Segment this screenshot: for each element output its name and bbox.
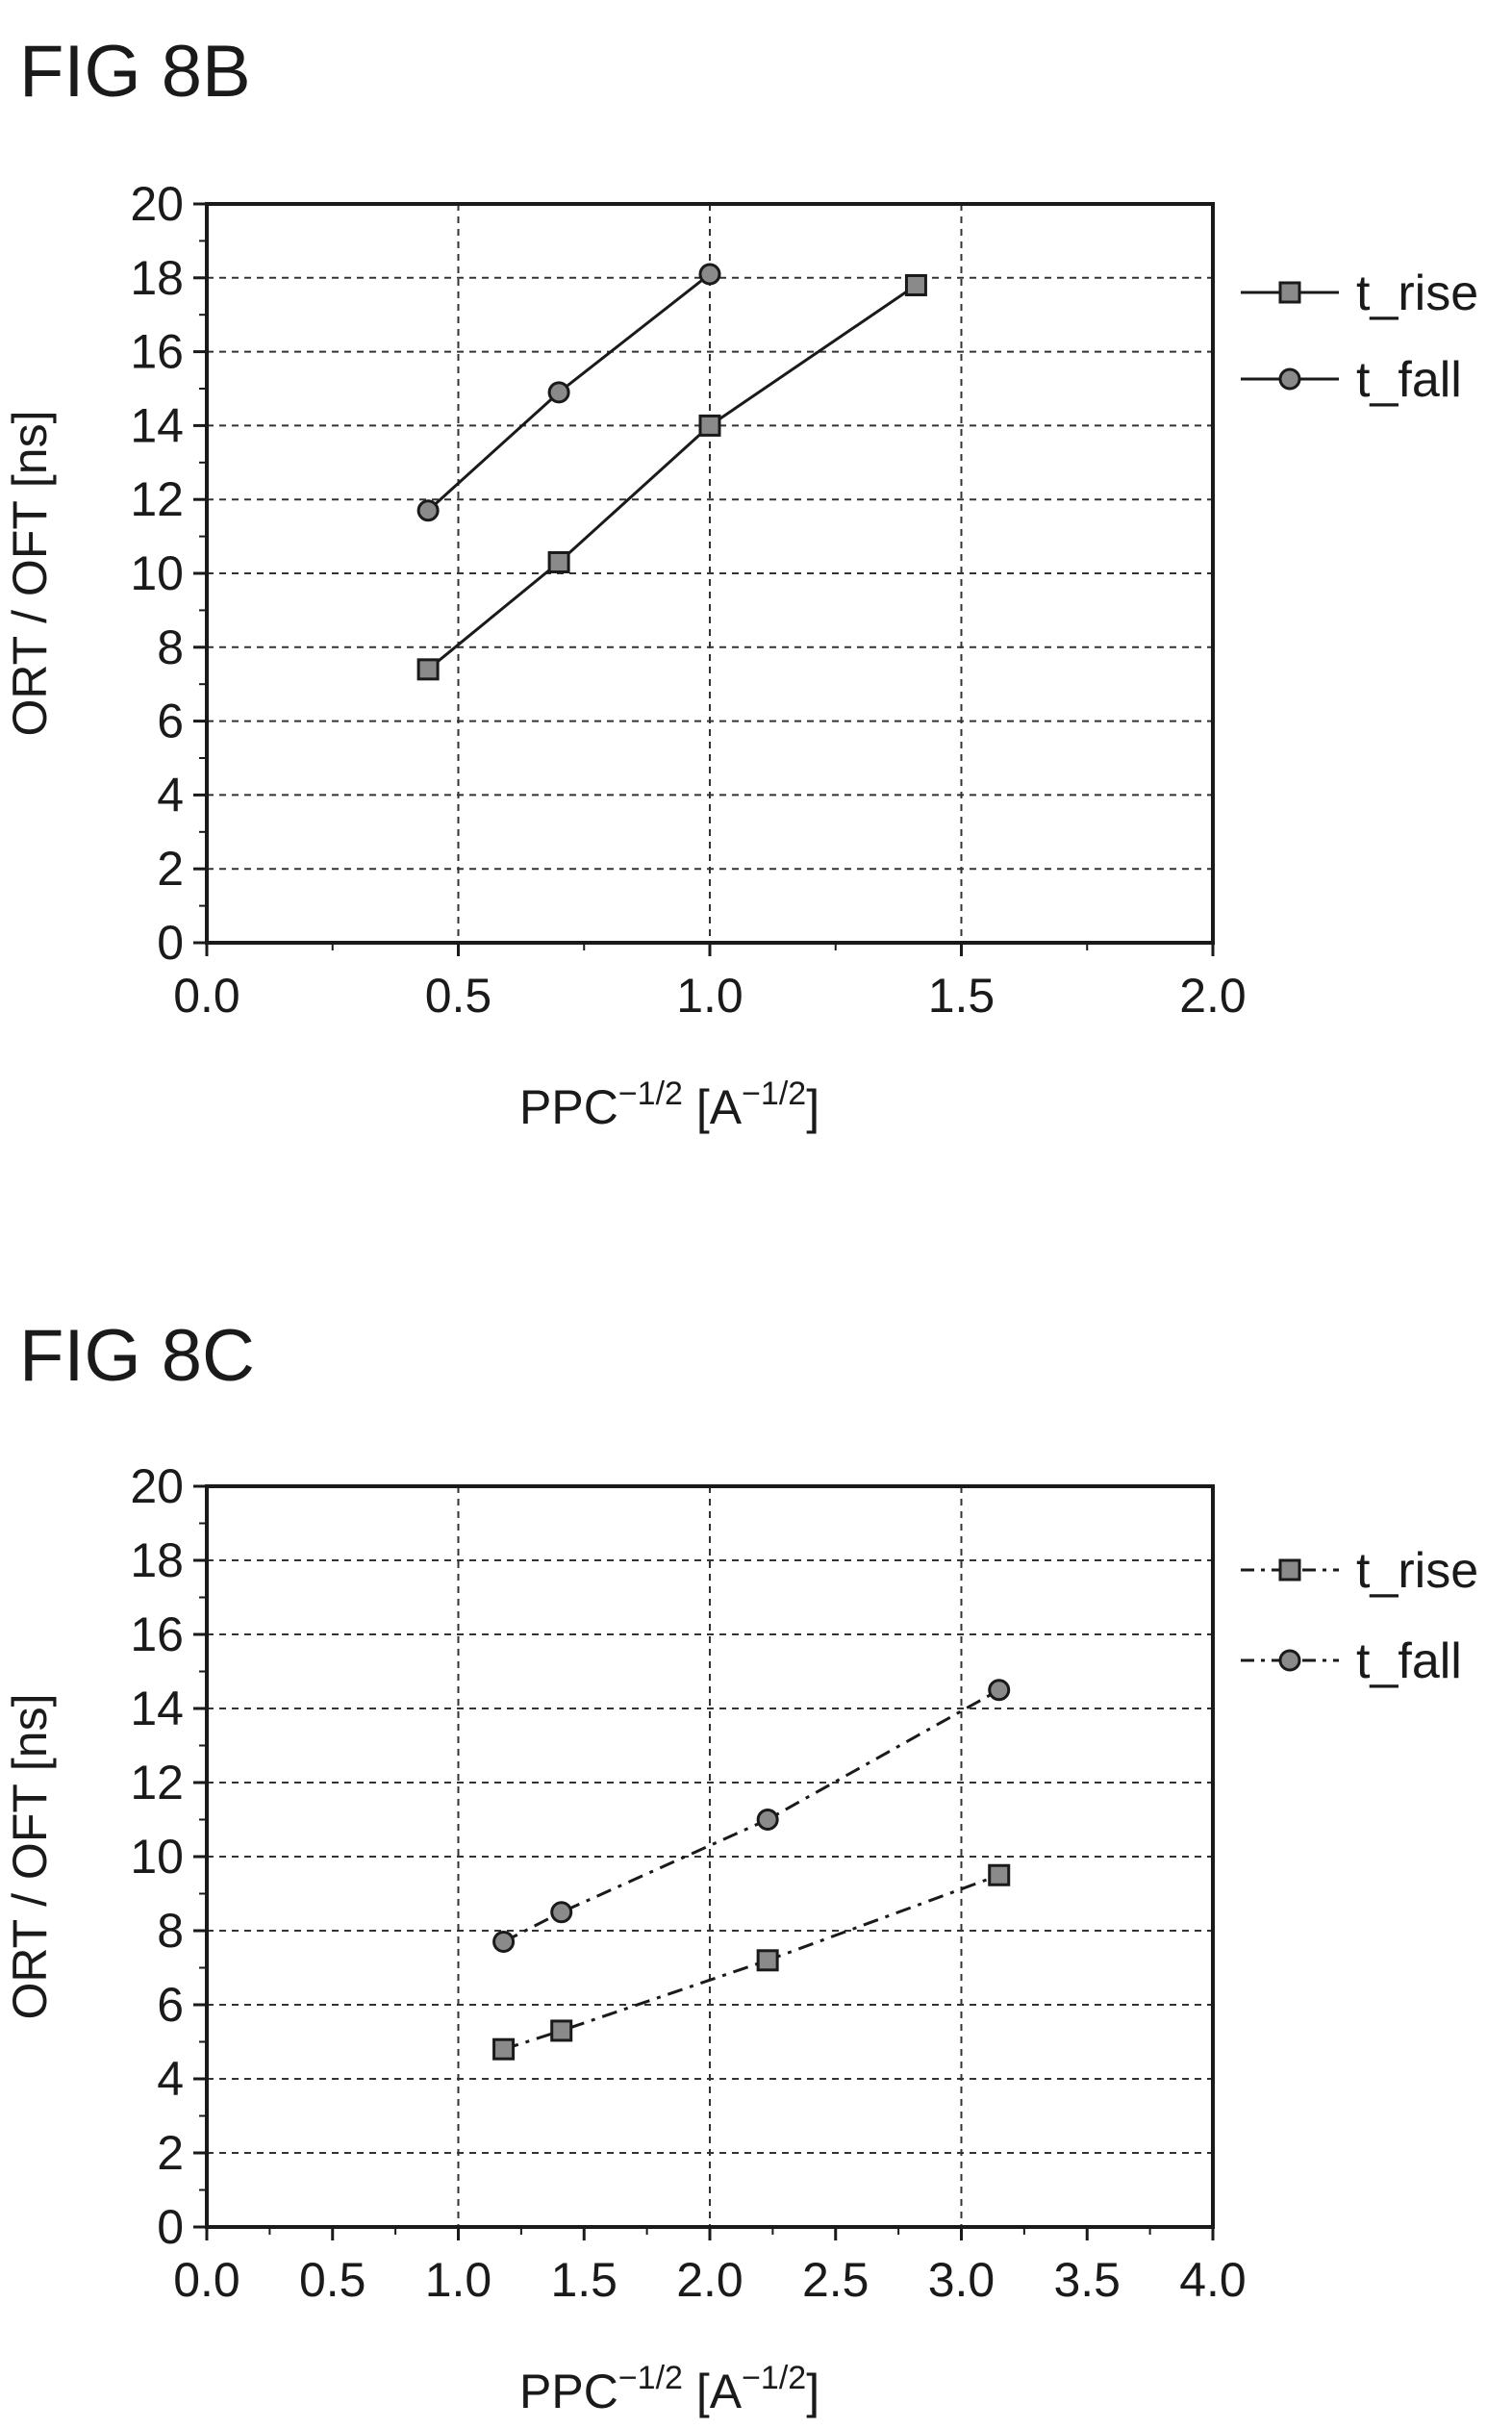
y-tick-label: 6 xyxy=(157,695,184,748)
y-tick-label: 4 xyxy=(157,2052,184,2106)
x-tick-label: 0.5 xyxy=(425,969,492,1023)
figure-title: FIG 8B xyxy=(19,31,251,113)
x-tick-label: 2.0 xyxy=(676,2253,743,2307)
x-axis-label-text: [A xyxy=(683,2365,743,2418)
x-tick-label: 3.5 xyxy=(1053,2253,1121,2307)
legend-entry: t_rise xyxy=(1241,1543,1478,1599)
series-line xyxy=(427,284,918,671)
x-axis-label-superscript: −1/2 xyxy=(742,2360,806,2396)
data-point-square xyxy=(550,2019,573,2042)
y-tick-label: 2 xyxy=(157,2126,184,2180)
y-tick-label: 6 xyxy=(157,1978,184,2032)
data-point-circle xyxy=(988,1679,1011,1702)
data-point-square xyxy=(756,1949,779,1972)
series-t-rise xyxy=(492,1863,1011,2061)
x-axis-label-text: PPC xyxy=(519,1080,618,1134)
y-tick-label: 18 xyxy=(130,1533,184,1587)
data-point-square xyxy=(988,1863,1011,1886)
legend-marker xyxy=(1278,367,1301,391)
x-tick-label: 0.0 xyxy=(173,969,240,1023)
y-tick-label: 0 xyxy=(157,2200,184,2254)
series-line xyxy=(502,1688,1000,1943)
y-axis-label: ORT / OFT [ns] xyxy=(3,411,57,737)
x-axis-label: PPC−1/2 [A−1/2] xyxy=(519,2360,819,2418)
legend-marker xyxy=(1278,1649,1301,1672)
legend-entry: t_fall xyxy=(1241,352,1462,408)
x-axis-label-text: [A xyxy=(683,1080,743,1134)
data-point-square xyxy=(492,2037,516,2061)
x-axis-label: PPC−1/2 [A−1/2] xyxy=(519,1075,819,1134)
data-point-circle xyxy=(550,1901,573,1924)
y-tick-label: 12 xyxy=(130,1756,184,1809)
data-point-circle xyxy=(416,499,440,522)
x-tick-label: 3.0 xyxy=(928,2253,995,2307)
data-point-square xyxy=(416,658,440,681)
figure-title: FIG 8C xyxy=(19,1315,255,1397)
series-t-fall xyxy=(492,1679,1011,1954)
data-point-circle xyxy=(492,1931,516,1954)
series-t-rise xyxy=(416,273,927,681)
y-tick-label: 4 xyxy=(157,768,184,822)
y-axis-label: ORT / OFT [ns] xyxy=(3,1694,57,2020)
x-axis-label-superscript: −1/2 xyxy=(618,2360,683,2396)
y-tick-label: 16 xyxy=(130,1607,184,1661)
y-tick-label: 10 xyxy=(130,1830,184,1884)
y-tick-label: 8 xyxy=(157,620,184,674)
y-tick-label: 14 xyxy=(130,398,184,452)
legend-label: t_rise xyxy=(1356,1543,1478,1599)
x-tick-label: 2.5 xyxy=(802,2253,869,2307)
y-tick-label: 18 xyxy=(130,251,184,305)
y-tick-label: 14 xyxy=(130,1682,184,1735)
data-point-square xyxy=(547,550,570,573)
data-point-circle xyxy=(698,263,721,286)
legend-marker xyxy=(1278,1558,1301,1581)
x-tick-label: 4.0 xyxy=(1179,2253,1247,2307)
x-axis-label-text: ] xyxy=(806,2365,819,2418)
x-axis-label-text: ] xyxy=(806,1080,819,1134)
legend-label: t_rise xyxy=(1356,266,1478,321)
y-tick-label: 10 xyxy=(130,546,184,600)
data-point-square xyxy=(698,414,721,437)
x-tick-label: 1.0 xyxy=(676,969,743,1023)
y-tick-label: 12 xyxy=(130,472,184,526)
data-point-circle xyxy=(756,1809,779,1831)
x-tick-label: 0.5 xyxy=(299,2253,366,2307)
x-tick-label: 1.0 xyxy=(425,2253,492,2307)
y-tick-label: 20 xyxy=(130,177,184,231)
y-tick-label: 20 xyxy=(130,1459,184,1513)
x-tick-label: 1.5 xyxy=(928,969,995,1023)
chart-0: FIG 8B 0 2 4 6 8 10 12 14 16 18 20 0.0 0.5 1.0 1.5 2.0 OR… xyxy=(3,31,1478,1134)
legend-label: t_fall xyxy=(1356,352,1462,408)
y-tick-label: 2 xyxy=(157,842,184,896)
data-point-circle xyxy=(547,381,570,404)
y-tick-label: 16 xyxy=(130,325,184,379)
x-axis-label-superscript: −1/2 xyxy=(742,1075,806,1112)
x-tick-label: 2.0 xyxy=(1179,969,1247,1023)
x-tick-label: 0.0 xyxy=(173,2253,240,2307)
series-line xyxy=(503,1873,1000,2051)
x-axis-label-superscript: −1/2 xyxy=(618,1075,683,1112)
legend-label: t_fall xyxy=(1356,1633,1462,1689)
legend-entry: t_rise xyxy=(1241,266,1478,321)
legend-marker xyxy=(1278,281,1301,304)
series-t-fall xyxy=(416,263,721,522)
x-tick-label: 1.5 xyxy=(550,2253,617,2307)
y-tick-label: 0 xyxy=(157,916,184,970)
y-tick-label: 8 xyxy=(157,1904,184,1958)
legend-entry: t_fall xyxy=(1241,1633,1462,1689)
x-axis-label-text: PPC xyxy=(519,2365,618,2418)
data-point-square xyxy=(904,273,927,296)
chart-1: FIG 8C 0 2 4 6 8 10 12 14 16 18 20 0.0 0.5 1.0 1.5 2.0 2.… xyxy=(3,1315,1478,2418)
